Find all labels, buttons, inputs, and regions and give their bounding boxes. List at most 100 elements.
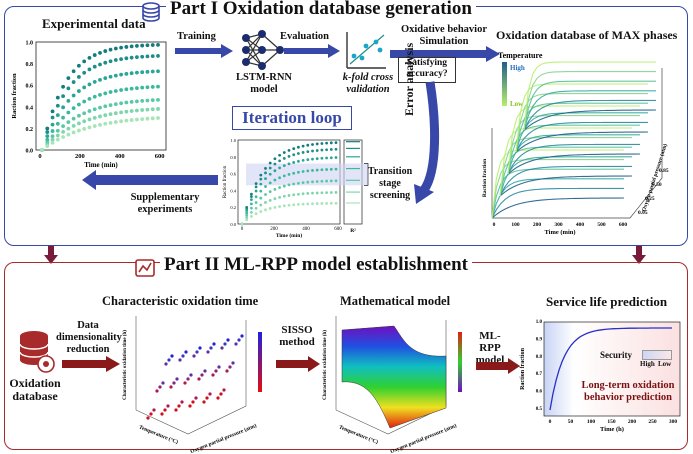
data-point [278,195,281,199]
data-point [103,76,108,81]
data-point [150,107,155,112]
data-point [287,173,291,176]
data-point [259,189,263,193]
data-point [315,168,319,172]
x-tick: 0 [38,153,41,160]
data-point [87,96,92,101]
data-point [135,55,139,60]
data-point [195,350,199,354]
db-curve [499,175,633,197]
data-point [87,67,92,72]
data-point [160,412,164,416]
x-tick: 600 [155,153,165,160]
db-curve [523,71,656,131]
data-point [119,110,123,115]
data-point [66,120,71,124]
security-low: Low [658,360,672,368]
data-point [124,87,129,92]
data-point [282,174,286,178]
data-point [311,143,314,146]
y-tick: 0.8 [26,62,34,68]
db-curve [515,83,648,153]
y-axis-label: Raction fraction [223,165,228,198]
db-curve [499,137,632,197]
data-point [282,151,286,154]
training-label: Training [177,31,216,42]
p-axis-label: Oxygen partial pressure (atm) [389,422,457,454]
data-point [108,120,113,125]
data-point [71,116,76,121]
data-point [334,141,338,144]
data-point [245,216,249,219]
data-point [71,69,76,74]
data-point [119,88,123,92]
data-point [278,176,281,180]
data-point [254,189,258,193]
math-model-title: Mathematical model [340,294,451,308]
db-curve [499,165,632,197]
kfold-label: k-fold cross validation [342,72,394,95]
supplementary-arrow [82,170,218,190]
data-point [231,361,235,365]
data-point [149,412,153,416]
data-point [113,89,118,93]
x-tick: 0 [241,227,244,232]
data-point [202,400,206,404]
data-point [264,177,267,181]
data-point [40,148,44,152]
data-point [167,358,171,362]
x-tick: 0 [493,222,496,228]
data-point [108,59,113,64]
axis-frame [135,320,247,435]
data-point [259,210,263,213]
data-point [320,142,324,145]
data-point [188,404,192,408]
data-point [334,167,338,171]
data-point [273,162,277,166]
data-point [273,205,277,209]
data-point [211,373,215,377]
part1-title: Part I Oxidation database generation [166,0,476,20]
data-point [140,99,145,103]
data-point [175,377,179,381]
y-tick: 0.2 [230,205,236,210]
data-point [297,181,300,185]
data-point [140,70,145,75]
data-point [103,104,108,109]
data-point [273,157,277,161]
data-point [77,75,81,79]
data-point [240,222,244,226]
data-point [140,117,145,121]
db-curve [499,146,632,197]
data-point [108,112,113,117]
data-point [71,106,76,111]
data-point [297,192,300,196]
data-point [87,82,92,87]
db-curve [507,115,640,175]
down-arrow-right [632,246,646,264]
security-label: Security [600,350,632,360]
data-point [55,133,60,138]
data-point [250,206,253,210]
data-point [66,76,71,81]
data-point [259,196,263,200]
data-point [325,201,328,205]
data-point [191,400,195,404]
down-arrow-left [44,246,58,264]
db-curve [523,109,657,131]
data-point [208,392,212,396]
data-point [268,161,272,165]
data-point [129,55,134,60]
data-point [178,358,182,362]
data-point [155,389,159,393]
y-tick: 0.6 [230,172,236,177]
data-point [87,117,92,122]
data-point [282,204,286,208]
data-point [254,201,258,204]
data-point [45,126,50,131]
scatter-plot-icon [346,32,386,69]
data-point [77,121,81,126]
data-point [306,192,310,195]
data-point [220,346,224,350]
transition-stage-label: Transition stage screening [367,166,413,201]
